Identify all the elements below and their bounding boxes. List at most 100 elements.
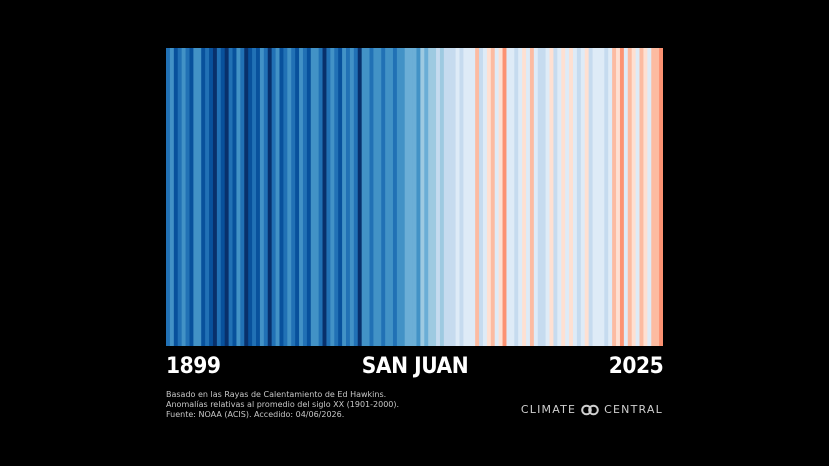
year-stripe	[651, 48, 656, 346]
year-stripe	[420, 48, 425, 346]
year-stripe	[584, 48, 590, 346]
year-stripe	[514, 48, 519, 346]
year-stripe	[619, 48, 625, 346]
note-line-attribution: Basado en las Rayas de Calentamiento de …	[166, 390, 387, 399]
year-stripe	[498, 48, 503, 346]
year-stripe	[326, 48, 331, 346]
year-stripe	[569, 48, 574, 346]
year-stripe	[357, 48, 363, 346]
year-stripe	[451, 48, 456, 346]
year-stripe	[185, 48, 190, 346]
year-stripe	[259, 48, 265, 346]
year-stripe	[576, 48, 582, 346]
brand-logo: CLIMATE CENTRAL	[521, 403, 663, 416]
year-stripe	[224, 48, 230, 346]
year-stripe	[588, 48, 593, 346]
year-stripe	[627, 48, 633, 346]
year-stripe	[623, 48, 629, 346]
year-stripe	[330, 48, 335, 346]
year-stripe	[604, 48, 609, 346]
year-stripe	[467, 48, 472, 346]
year-stripe	[263, 48, 269, 346]
year-stripe	[302, 48, 308, 346]
year-stripe	[201, 48, 206, 346]
year-stripe	[643, 48, 648, 346]
year-stripe	[193, 48, 198, 346]
year-stripe	[608, 48, 613, 346]
year-stripe	[220, 48, 226, 346]
year-stripe	[365, 48, 370, 346]
year-stripe	[475, 48, 480, 346]
year-stripe	[428, 48, 433, 346]
year-stripe	[647, 48, 652, 346]
year-stripe	[240, 48, 245, 346]
year-stripe	[412, 48, 417, 346]
year-stripe	[494, 48, 500, 346]
year-stripe	[463, 48, 468, 346]
year-stripe	[639, 48, 644, 346]
chart-title: SAN JUAN	[361, 354, 468, 379]
year-stripe	[216, 48, 222, 346]
year-stripe	[275, 48, 280, 346]
year-stripe	[389, 48, 394, 346]
year-stripe	[299, 48, 304, 346]
year-stripe	[287, 48, 292, 346]
year-stripe	[537, 48, 543, 346]
year-stripe	[459, 48, 464, 346]
year-stripe	[396, 48, 402, 346]
linked-rings-icon	[581, 404, 599, 415]
year-stripe	[439, 48, 445, 346]
year-stripe	[572, 48, 578, 346]
year-stripe	[506, 48, 511, 346]
year-stripe	[318, 48, 323, 346]
year-stripe	[455, 48, 460, 346]
year-stripe	[416, 48, 421, 346]
year-stripe	[279, 48, 284, 346]
year-stripe	[353, 48, 359, 346]
year-stripe	[436, 48, 441, 346]
year-stripe	[205, 48, 210, 346]
year-stripe	[342, 48, 347, 346]
year-stripe	[510, 48, 515, 346]
year-stripe	[361, 48, 366, 346]
year-stripe	[541, 48, 546, 346]
year-stripe	[228, 48, 233, 346]
year-stripe	[553, 48, 558, 346]
year-stripe	[256, 48, 261, 346]
year-stripe	[166, 48, 171, 346]
year-stripe	[381, 48, 386, 346]
year-stripe	[529, 48, 535, 346]
year-stripe	[408, 48, 413, 346]
source-notes: Basado en las Rayas de Calentamiento de …	[166, 390, 399, 420]
warming-stripes-chart	[166, 48, 663, 346]
year-stripe	[173, 48, 179, 346]
brand-right-text: CENTRAL	[604, 403, 663, 416]
year-stripe	[181, 48, 186, 346]
year-stripe	[373, 48, 378, 346]
start-year-label: 1899	[166, 354, 221, 379]
year-stripe	[482, 48, 488, 346]
year-stripe	[565, 48, 570, 346]
year-stripe	[596, 48, 601, 346]
year-stripe	[659, 48, 663, 346]
year-stripe	[267, 48, 273, 346]
note-line-source: Fuente: NOAA (ACIS). Accedido: 04/06/202…	[166, 410, 345, 419]
year-stripe	[310, 48, 316, 346]
year-stripe	[291, 48, 296, 346]
year-stripe	[169, 48, 175, 346]
year-stripe	[424, 48, 429, 346]
year-stripe	[248, 48, 253, 346]
year-stripe	[631, 48, 637, 346]
year-stripe	[526, 48, 531, 346]
year-stripe	[232, 48, 237, 346]
year-stripe	[244, 48, 249, 346]
year-stripe	[502, 48, 507, 346]
year-stripe	[635, 48, 640, 346]
year-stripe	[252, 48, 257, 346]
year-stripe	[322, 48, 327, 346]
year-stripe	[377, 48, 382, 346]
year-stripe	[177, 48, 183, 346]
year-stripe	[314, 48, 320, 346]
year-stripe	[612, 48, 617, 346]
brand-left-text: CLIMATE	[520, 403, 577, 416]
